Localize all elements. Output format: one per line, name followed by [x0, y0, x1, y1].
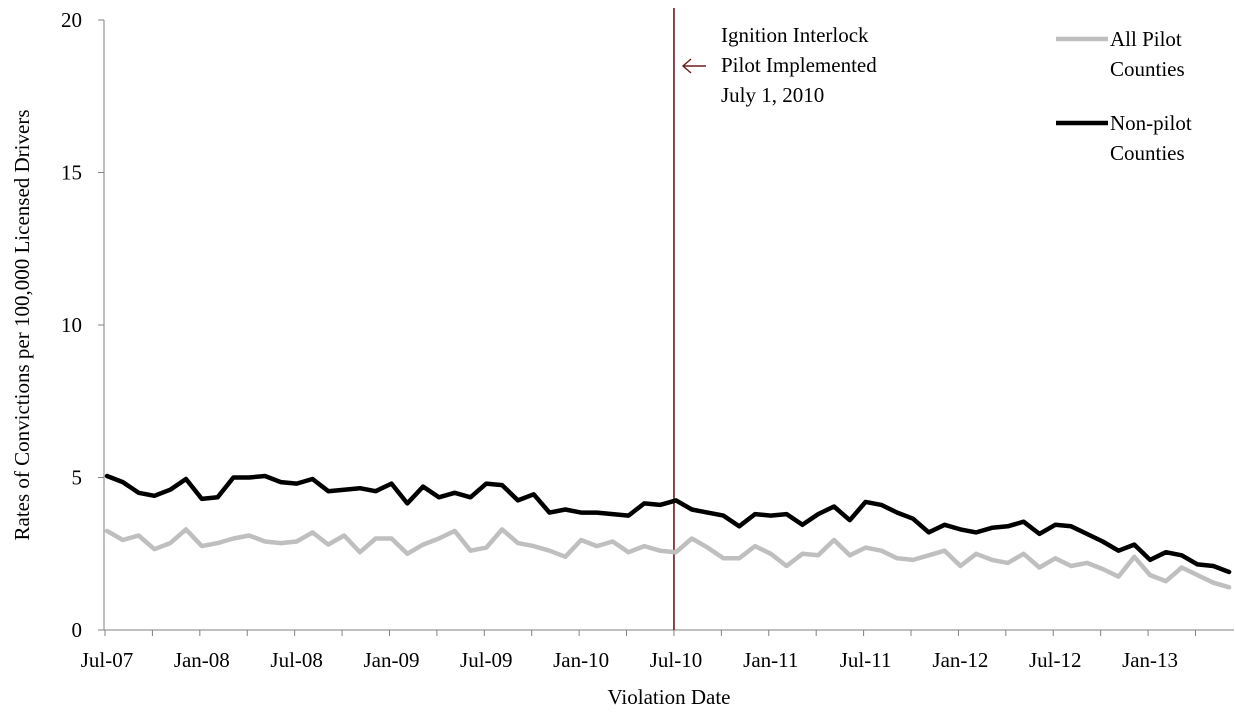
x-axis: Jul-07 Jan-08 Jul-08 Jan-09 Jul-09 Jan-10 Jul-… — [81, 629, 1234, 672]
legend-label: Counties — [1110, 57, 1185, 81]
series-non-pilot-counties — [104, 473, 1232, 575]
annotation-text: Pilot Implemented — [721, 53, 877, 77]
legend-label: Non-pilot — [1110, 111, 1192, 135]
y-tick-label: 5 — [72, 466, 83, 490]
x-tick-label: Jan-12 — [932, 648, 988, 672]
x-tick-label: Jan-11 — [743, 648, 798, 672]
y-ticks: 0 5 10 15 20 — [61, 8, 104, 642]
y-axis: 0 5 10 15 20 — [61, 8, 105, 642]
y-tick-label: 20 — [61, 8, 82, 32]
x-tick-label: Jul-07 — [81, 648, 134, 672]
annotation-text: July 1, 2010 — [721, 83, 824, 107]
legend-label: Counties — [1110, 141, 1185, 165]
x-tick-label: Jul-08 — [270, 648, 323, 672]
x-tick-label: Jan-08 — [174, 648, 230, 672]
annotation-arrowhead — [681, 58, 692, 74]
legend: All Pilot Counties Non-pilot Counties — [1056, 27, 1192, 165]
x-ticks: Jul-07 Jan-08 Jul-08 Jan-09 Jul-09 Jan-10 Jul-… — [81, 630, 1196, 672]
y-tick-label: 0 — [72, 618, 83, 642]
y-tick-label: 15 — [61, 161, 82, 185]
x-tick-label: Jul-09 — [460, 648, 513, 672]
x-tick-label: Jul-10 — [650, 648, 703, 672]
x-axis-title: Violation Date — [608, 685, 731, 709]
x-tick-label: Jul-12 — [1029, 648, 1082, 672]
x-tick-label: Jan-13 — [1122, 648, 1178, 672]
series-all-pilot-counties — [104, 527, 1232, 590]
annotation: Ignition Interlock Pilot Implemented July … — [673, 8, 877, 630]
x-tick-label: Jan-10 — [553, 648, 609, 672]
series-line — [104, 527, 1232, 590]
legend-label: All Pilot — [1110, 27, 1182, 51]
x-tick-label: Jan-09 — [363, 648, 419, 672]
x-tick-label: Jul-11 — [840, 648, 892, 672]
y-tick-label: 10 — [61, 313, 82, 337]
series-lines — [104, 473, 1232, 590]
annotation-text: Ignition Interlock — [721, 23, 869, 47]
y-axis-title: Rates of Convictions per 100,000 License… — [10, 110, 34, 541]
series-line — [104, 473, 1232, 575]
